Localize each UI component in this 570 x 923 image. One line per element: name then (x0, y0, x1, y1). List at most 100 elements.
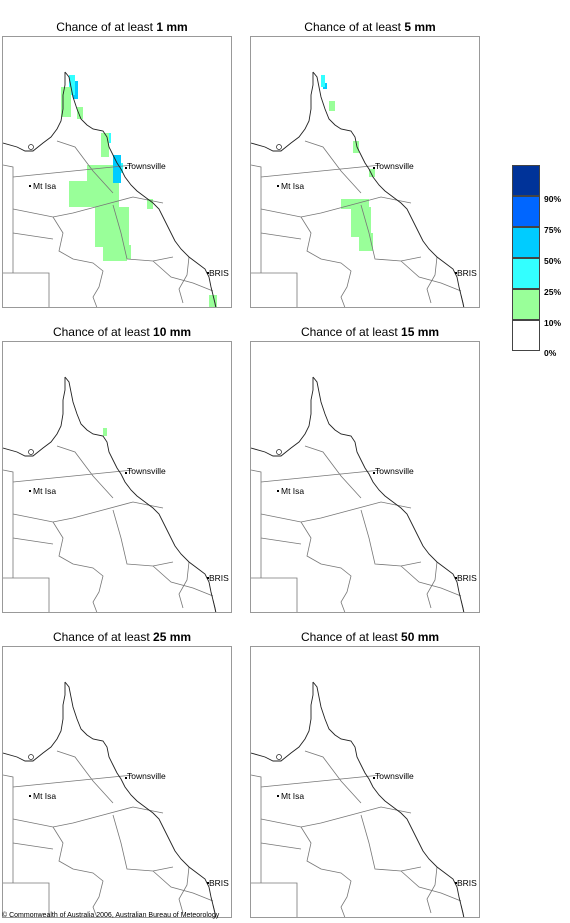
state-boundary (251, 469, 298, 612)
district-boundary (12, 232, 54, 240)
brisbane-marker (455, 272, 457, 274)
rain-probability-shading (69, 75, 75, 95)
mt-isa-label: Mt Isa (33, 791, 57, 801)
panel-title: Chance of at least 15 mm (300, 325, 440, 339)
rain-probability-shading (351, 207, 371, 237)
brisbane-marker (207, 272, 209, 274)
townsville-marker (373, 167, 375, 169)
district-boundary (12, 501, 164, 523)
island (276, 754, 282, 760)
district-boundary (426, 561, 438, 609)
panel-amount: 1 mm (156, 20, 188, 34)
panel-amount: 10 mm (153, 325, 192, 339)
district-boundary (152, 565, 214, 597)
mt-isa-label: Mt Isa (281, 791, 305, 801)
district-boundary (152, 870, 214, 902)
townsville-label: Townsville (375, 161, 414, 171)
coastline (64, 71, 217, 307)
state-boundary (251, 164, 298, 307)
mt-isa-marker (277, 795, 279, 797)
coastline (312, 681, 465, 917)
district-boundary (304, 750, 362, 804)
district-boundary (56, 445, 114, 499)
legend-label: 90% (544, 194, 562, 204)
district-boundary (12, 806, 164, 828)
district-boundary (112, 814, 174, 872)
brisbane-label: BRIS (457, 268, 477, 278)
mt-isa-marker (29, 795, 31, 797)
rain-probability-shading (77, 107, 83, 119)
panel-amount: 25 mm (153, 630, 192, 644)
legend-swatch-10 (512, 289, 540, 320)
mt-isa-marker (277, 490, 279, 492)
district-boundary (360, 814, 422, 872)
panel-title: Chance of at least 1 mm (56, 20, 188, 34)
state-boundary (3, 774, 50, 917)
district-boundary (178, 256, 190, 304)
state-boundary (3, 469, 50, 612)
district-boundary (304, 140, 362, 194)
coastline (64, 681, 217, 917)
island (28, 449, 34, 455)
district-boundary (12, 469, 134, 483)
district-boundary (260, 774, 382, 788)
legend-swatch-25 (512, 258, 540, 289)
district-boundary (300, 521, 352, 612)
townsville-label: Townsville (127, 466, 166, 476)
island (276, 144, 282, 150)
island (276, 449, 282, 455)
townsville-marker (373, 472, 375, 474)
district-boundary (56, 750, 114, 804)
district-boundary (426, 866, 438, 914)
coastline (312, 376, 465, 612)
district-boundary (112, 509, 174, 567)
district-boundary (304, 445, 362, 499)
district-boundary (260, 232, 302, 240)
district-boundary (360, 204, 422, 262)
district-boundary (52, 216, 104, 307)
legend-swatch-75 (512, 196, 540, 227)
panel-amount: 50 mm (401, 630, 440, 644)
brisbane-marker (455, 577, 457, 579)
district-boundary (12, 842, 54, 850)
district-boundary (178, 561, 190, 609)
rain-probability-shading (103, 428, 107, 436)
district-boundary (112, 204, 174, 262)
mt-isa-label: Mt Isa (33, 486, 57, 496)
district-boundary (12, 774, 134, 788)
mt-isa-marker (29, 490, 31, 492)
district-boundary (300, 216, 352, 307)
rain-probability-shading (113, 155, 121, 183)
brisbane-label: BRIS (457, 573, 477, 583)
district-boundary (400, 870, 462, 902)
rain-probability-shading (369, 169, 375, 177)
rain-probability-shading (101, 133, 109, 157)
copyright-footer: © Commonwealth of Australia 2006, Austra… (2, 912, 220, 919)
rain-probability-shading (359, 233, 373, 251)
legend-label: 75% (544, 225, 562, 235)
rain-probability-shading (73, 81, 78, 99)
brisbane-marker (207, 577, 209, 579)
mt-isa-label: Mt Isa (33, 181, 57, 191)
brisbane-label: BRIS (457, 878, 477, 888)
queensland-map: Mt Isa Townsville BRIS (2, 646, 232, 918)
brisbane-label: BRIS (209, 268, 229, 278)
district-boundary (260, 196, 412, 218)
state-boundary (3, 164, 50, 307)
mt-isa-label: Mt Isa (281, 181, 305, 191)
townsville-label: Townsville (127, 771, 166, 781)
district-boundary (152, 260, 214, 292)
rain-probability-shading (329, 101, 335, 111)
coastline (251, 682, 314, 762)
district-boundary (426, 256, 438, 304)
island (28, 144, 34, 150)
district-boundary (400, 260, 462, 292)
mt-isa-marker (277, 185, 279, 187)
panel-amount: 5 mm (404, 20, 436, 34)
townsville-label: Townsville (127, 161, 166, 171)
coastline (251, 72, 314, 152)
rain-probability-shading (61, 87, 71, 117)
district-boundary (12, 537, 54, 545)
panel-title: Chance of at least 5 mm (304, 20, 436, 34)
coastline (312, 71, 465, 307)
